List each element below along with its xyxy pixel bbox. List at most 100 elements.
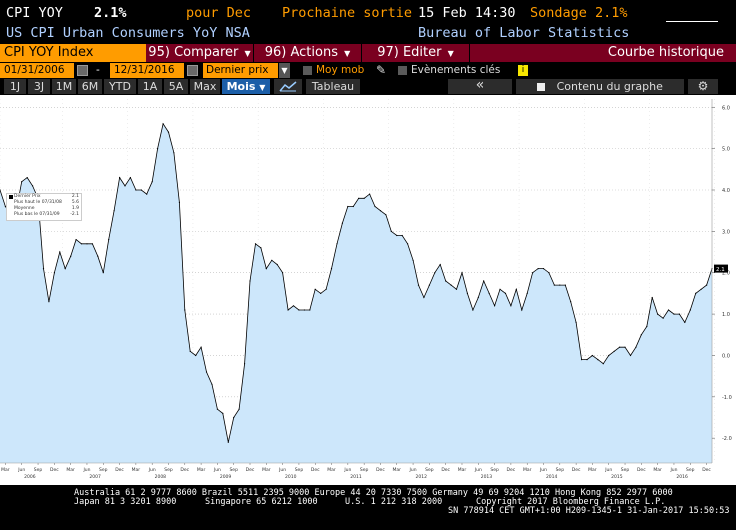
data-point <box>336 243 338 245</box>
data-point <box>581 359 583 361</box>
data-point <box>542 268 545 270</box>
data-point <box>396 234 398 237</box>
data-point <box>586 359 588 361</box>
x-tick-label: Sep <box>360 467 369 473</box>
end-date-field[interactable]: 12/31/2016 <box>110 63 184 78</box>
info-icon[interactable]: i <box>518 65 528 76</box>
menu-spacer <box>470 44 608 62</box>
data-point <box>374 205 376 208</box>
actions-menu[interactable]: 96) Actions ▼ <box>254 44 362 62</box>
data-point <box>70 255 72 257</box>
x-tick-label: Sep <box>490 467 499 473</box>
data-point <box>640 334 642 336</box>
cpi-area-chart: 6.0 5.0 4.0 3.0 2.0 1.0 0.0 -1.0 -2.0 2.1 Mar Jun Se… <box>0 99 732 480</box>
calendar-icon[interactable] <box>187 65 198 76</box>
chart-content-button[interactable]: Contenu du graphe <box>516 79 684 94</box>
x-tick-label: Jun <box>17 467 25 473</box>
data-point <box>667 309 670 311</box>
chart-type-button[interactable] <box>274 79 302 94</box>
data-point <box>695 292 697 294</box>
data-point <box>553 284 556 286</box>
pen-icon[interactable]: ✎ <box>376 63 387 77</box>
x-tick-label: Jun <box>82 467 90 473</box>
data-point <box>423 296 425 299</box>
moving-average-checkbox[interactable] <box>303 66 312 75</box>
data-source: Bureau of Labor Statistics <box>418 25 630 41</box>
period-button-1m[interactable]: 1M <box>52 79 76 94</box>
data-point <box>303 309 305 311</box>
data-point <box>227 441 229 443</box>
period-button-1y[interactable]: 1A <box>138 79 162 94</box>
data-point <box>635 346 637 348</box>
menu-bar: CPI YOY Index 95) Comparer ▼ 96) Actions… <box>0 44 736 62</box>
data-point <box>124 185 126 187</box>
data-point <box>325 288 327 290</box>
compare-menu[interactable]: 95) Comparer ▼ <box>146 44 254 62</box>
x-tick-label: Jun <box>409 467 417 473</box>
year-label: 2016 <box>676 474 688 480</box>
data-point <box>48 301 50 303</box>
security-ticker[interactable]: CPI YOY Index <box>0 44 146 62</box>
period-button-1d[interactable]: 1J <box>4 79 26 94</box>
view-title: Courbe historique <box>607 45 724 60</box>
chevron-down-icon: ▼ <box>447 49 454 58</box>
edit-menu[interactable]: 97) Editer ▼ <box>362 44 470 62</box>
period-button-5y[interactable]: 5A <box>164 79 188 94</box>
x-tick-label: Dec <box>376 467 385 473</box>
year-label: 2006 <box>24 474 36 480</box>
x-tick-label: Mar <box>523 467 532 473</box>
data-point <box>591 354 594 357</box>
price-mode-select[interactable]: Dernier prix <box>203 63 278 78</box>
start-date-field[interactable]: 01/31/2006 <box>0 63 74 78</box>
data-point <box>461 272 463 274</box>
frequency-select[interactable]: Mois ▼ <box>222 79 270 94</box>
x-tick-label: Jun <box>213 467 221 473</box>
data-point <box>265 268 267 270</box>
data-point <box>352 205 354 208</box>
data-point <box>238 408 240 410</box>
collapse-button[interactable]: « <box>448 78 512 94</box>
series-area <box>0 123 712 464</box>
footer-japan: Japan 81 3 3201 8900 <box>74 497 177 507</box>
x-tick-label: Sep <box>164 467 173 473</box>
x-tick-label: Mar <box>197 467 206 473</box>
data-point <box>282 272 284 274</box>
period-button-ytd[interactable]: YTD <box>104 79 136 94</box>
table-button[interactable]: Tableau <box>306 79 360 94</box>
date-separator: - <box>96 64 100 76</box>
data-point <box>195 354 197 357</box>
x-tick-label: Dec <box>441 467 450 473</box>
data-point <box>570 301 572 303</box>
data-point <box>189 350 191 352</box>
data-point <box>651 296 653 299</box>
year-label: 2012 <box>415 474 427 480</box>
legend-swatch <box>9 195 13 199</box>
period-button-3d[interactable]: 3J <box>28 79 50 94</box>
calendar-icon[interactable] <box>77 65 88 76</box>
data-point <box>515 288 517 290</box>
data-point <box>292 305 295 307</box>
data-point <box>347 205 349 208</box>
data-point <box>385 214 387 216</box>
data-point <box>211 383 213 385</box>
data-point <box>526 292 528 294</box>
data-point <box>434 272 436 274</box>
y-tick-label: -2.0 <box>722 436 732 442</box>
series-line <box>0 122 713 443</box>
period-button-6m[interactable]: 6M <box>78 79 102 94</box>
data-point <box>91 243 93 245</box>
footer-singapore: Singapore 65 6212 1000 <box>205 497 318 507</box>
period-button-max[interactable]: Max <box>190 79 220 94</box>
data-point <box>167 131 170 133</box>
x-tick-label: Mar <box>132 467 141 473</box>
gear-icon[interactable]: ⚙ <box>688 79 718 94</box>
date-bar: 01/31/2006 - 12/31/2016 Dernier prix ▼ M… <box>0 63 736 78</box>
events-checkbox[interactable] <box>398 66 407 75</box>
chevron-down-icon[interactable]: ▼ <box>279 63 290 78</box>
data-point <box>178 201 180 203</box>
x-tick-label: Mar <box>1 467 10 473</box>
chart-area[interactable]: 6.0 5.0 4.0 3.0 2.0 1.0 0.0 -1.0 -2.0 2.1 Mar Jun Se… <box>0 95 736 485</box>
x-tick-label: Sep <box>686 467 695 473</box>
year-label: 2013 <box>481 474 493 480</box>
data-point <box>390 230 392 232</box>
